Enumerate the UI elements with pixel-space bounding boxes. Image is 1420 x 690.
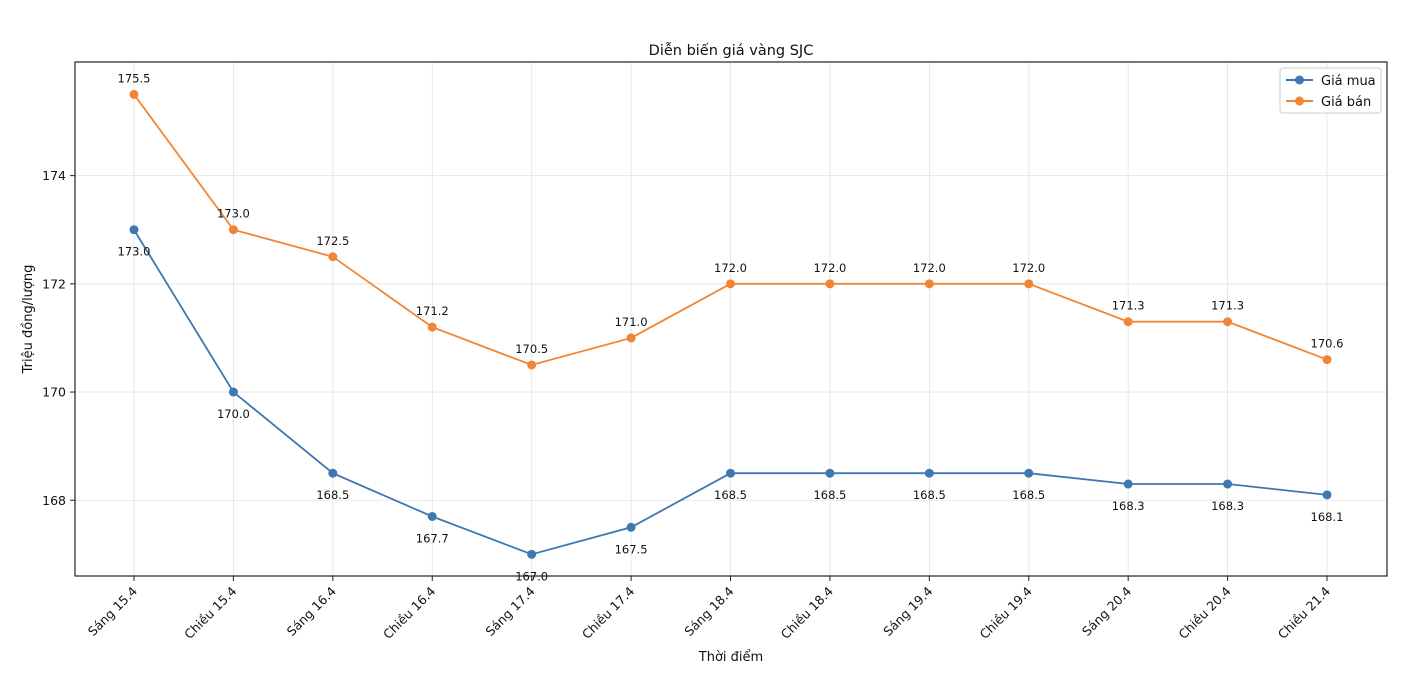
legend-marker-gia-ban xyxy=(1295,96,1304,106)
y-tick-label: 174 xyxy=(42,168,66,183)
data-label-gia-ban: 172.0 xyxy=(714,261,747,275)
data-label-gia-mua: 167.7 xyxy=(416,531,449,545)
x-tick-label: Chiều 16.4 xyxy=(380,583,438,641)
data-label-gia-mua: 168.5 xyxy=(913,488,946,502)
x-tick-label: Chiều 17.4 xyxy=(579,583,637,641)
x-tick-label: Chiều 18.4 xyxy=(778,583,836,641)
data-label-gia-ban: 173.0 xyxy=(217,207,250,221)
series-layer xyxy=(129,89,1332,559)
point-gia-mua xyxy=(825,468,835,478)
data-label-gia-mua: 168.5 xyxy=(1012,488,1045,502)
data-label-gia-ban: 175.5 xyxy=(118,71,151,85)
point-gia-ban xyxy=(427,322,437,332)
grid xyxy=(75,62,1387,576)
point-gia-mua xyxy=(924,468,934,478)
x-tick-label: Chiều 20.4 xyxy=(1175,583,1233,641)
data-label-gia-ban: 172.0 xyxy=(913,261,946,275)
point-gia-ban xyxy=(626,333,636,343)
legend-label-gia-ban: Giá bán xyxy=(1321,95,1371,110)
point-gia-ban xyxy=(527,360,537,370)
data-label-gia-ban: 170.5 xyxy=(515,342,548,356)
x-tick-label: Sáng 19.4 xyxy=(880,583,935,638)
data-label-gia-mua: 168.5 xyxy=(813,488,846,502)
legend-label-gia-mua: Giá mua xyxy=(1321,74,1376,89)
data-label-gia-ban: 171.2 xyxy=(416,304,449,318)
y-tick-label: 172 xyxy=(42,276,66,291)
y-tick-label: 168 xyxy=(42,493,66,508)
point-gia-mua xyxy=(328,468,338,478)
x-tick-label: Sáng 17.4 xyxy=(482,583,537,638)
point-gia-ban xyxy=(1322,355,1332,365)
chart-title: Diễn biến giá vàng SJC xyxy=(649,42,814,59)
axis-ticks: Sáng 15.4 Chiều 15.4 Sáng 16.4 Chiều 16.4 Sá… xyxy=(42,168,1333,642)
point-gia-mua xyxy=(626,522,636,532)
x-tick-label: Chiều 21.4 xyxy=(1275,583,1333,641)
point-gia-mua xyxy=(228,387,238,397)
point-gia-mua xyxy=(726,468,735,478)
x-tick-label: Sáng 15.4 xyxy=(85,583,140,638)
point-gia-mua xyxy=(129,225,139,235)
data-label-gia-ban: 170.6 xyxy=(1311,337,1344,351)
data-label-gia-mua: 168.1 xyxy=(1311,510,1344,524)
data-label-gia-ban: 171.3 xyxy=(1211,299,1244,313)
point-gia-ban xyxy=(228,225,238,235)
x-tick-label: Sáng 18.4 xyxy=(681,583,736,638)
point-gia-mua xyxy=(427,511,437,521)
legend-marker-gia-mua xyxy=(1295,75,1304,85)
data-label-gia-mua: 167.0 xyxy=(515,569,548,583)
y-axis-label: Triệu đồng/lượng xyxy=(21,265,36,375)
point-gia-ban xyxy=(328,252,338,262)
point-gia-mua xyxy=(1123,479,1133,489)
data-label-gia-mua: 168.5 xyxy=(714,488,747,502)
data-label-gia-ban: 171.0 xyxy=(615,315,648,329)
data-label-gia-ban: 172.0 xyxy=(813,261,846,275)
point-gia-ban xyxy=(924,279,934,289)
data-label-gia-mua: 170.0 xyxy=(217,407,250,421)
point-gia-mua xyxy=(1024,468,1034,478)
point-gia-ban xyxy=(1123,317,1133,327)
point-gia-mua xyxy=(1322,490,1332,500)
x-tick-label: Sáng 16.4 xyxy=(284,583,339,638)
data-label-gia-mua: 167.5 xyxy=(615,542,648,556)
data-label-gia-ban: 172.0 xyxy=(1012,261,1045,275)
legend: Giá mua Giá bán xyxy=(1279,67,1382,114)
data-label-gia-mua: 173.0 xyxy=(118,245,151,259)
data-labels: 173.0 170.0 168.5 167.7 167.0 167.5 168.5 168.5… xyxy=(118,71,1344,583)
point-gia-ban xyxy=(1024,279,1034,289)
data-label-gia-mua: 168.5 xyxy=(316,488,349,502)
data-label-gia-mua: 168.3 xyxy=(1211,499,1244,513)
x-tick-label: Chiều 19.4 xyxy=(977,583,1035,641)
point-gia-ban xyxy=(825,279,835,289)
x-tick-label: Chiều 15.4 xyxy=(181,583,239,641)
y-tick-label: 170 xyxy=(42,385,66,400)
data-label-gia-ban: 171.3 xyxy=(1112,299,1145,313)
x-axis-label: Thời điểm xyxy=(698,650,763,665)
x-tick-label: Sáng 20.4 xyxy=(1079,583,1134,638)
point-gia-ban xyxy=(726,279,735,289)
point-gia-mua xyxy=(527,549,537,559)
data-label-gia-mua: 168.3 xyxy=(1112,499,1145,513)
point-gia-ban xyxy=(1223,317,1233,327)
point-gia-mua xyxy=(1223,479,1233,489)
point-gia-ban xyxy=(129,89,139,99)
data-label-gia-ban: 172.5 xyxy=(316,234,349,248)
